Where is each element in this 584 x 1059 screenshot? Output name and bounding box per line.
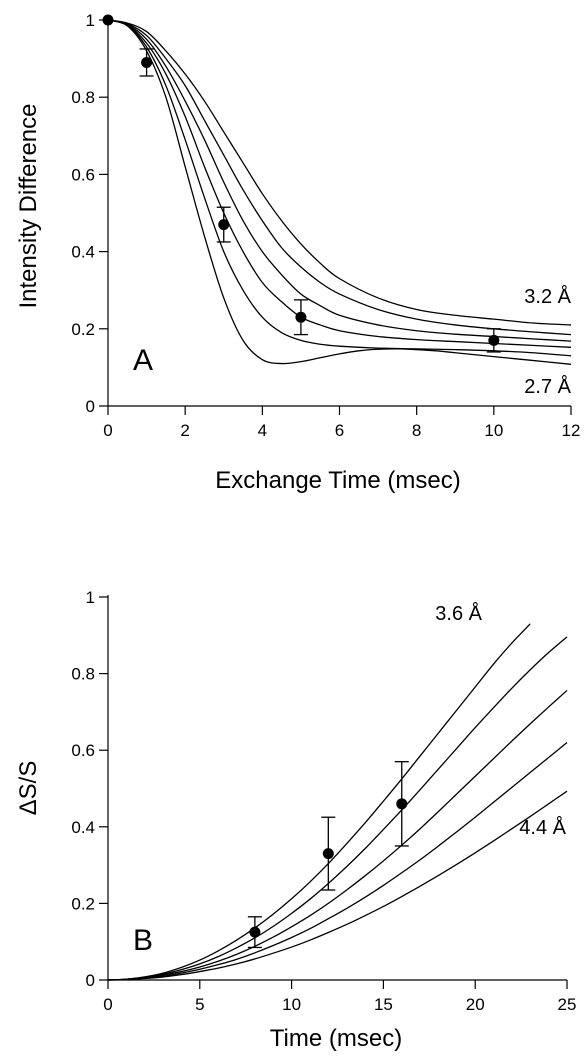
y-tick-label: 0.4 — [71, 818, 95, 837]
y-tick-label: 0.6 — [71, 165, 95, 184]
panel-a: Intensity Difference Exchange Time (msec… — [15, 104, 572, 495]
y-tick-label: 0.6 — [71, 741, 95, 760]
x-tick-label: 25 — [558, 995, 577, 1014]
x-tick-label: 2 — [180, 421, 189, 440]
series-line-2 — [107, 19, 572, 348]
x-tick-label: 10 — [282, 995, 301, 1014]
y-tick-label: 0 — [86, 971, 95, 990]
x-tick-label: 12 — [562, 421, 581, 440]
x-tick-label: 20 — [466, 995, 485, 1014]
x-tick-label: 10 — [484, 421, 503, 440]
series-line-3 — [107, 19, 572, 342]
panel-b-curve-label-top: 3.6 Å — [435, 602, 482, 625]
plot-area-1: 00.20.40.60.810 5 10 15 20 25 — [71, 588, 576, 1014]
y-tick-label: 1 — [86, 11, 95, 30]
series-line-4 — [107, 790, 568, 981]
panel-a-label: A — [133, 344, 153, 377]
panel-b-x-axis-title: Time (msec) — [270, 1025, 402, 1052]
data-point — [295, 311, 307, 323]
y-tick-label: 0.8 — [71, 88, 95, 107]
y-tick-label: 0 — [86, 397, 95, 416]
panel-b-curve-label-lower: 4.4 Å — [519, 816, 566, 839]
data-point — [218, 219, 230, 231]
x-tick-label: 0 — [103, 421, 112, 440]
series-line-2 — [107, 689, 568, 981]
series-line-0 — [107, 623, 531, 981]
x-tick-label: 0 — [103, 995, 112, 1014]
y-tick-label: 0.2 — [71, 320, 95, 339]
plot-area-0: 00.20.40.60.810 2 4 6 8 10 12 — [71, 11, 580, 440]
data-point — [102, 14, 114, 26]
data-point — [141, 56, 153, 68]
panel-b: ΔS/S Time (msec) B 3.6 Å 4.4 Å — [15, 602, 567, 1052]
data-point — [249, 926, 261, 938]
panel-b-y-axis-title: ΔS/S — [15, 761, 42, 816]
y-tick-label: 1 — [86, 588, 95, 607]
series-line-5 — [107, 19, 572, 326]
series-line-0 — [107, 19, 572, 365]
x-tick-label: 8 — [412, 421, 421, 440]
panel-a-curve-label-lower: 2.7 Å — [524, 375, 571, 398]
series-line-1 — [107, 19, 572, 357]
series-line-4 — [107, 19, 572, 336]
y-tick-label: 0.4 — [71, 243, 95, 262]
x-tick-label: 4 — [258, 421, 267, 440]
series-line-1 — [107, 636, 568, 981]
panel-a-y-axis-title: Intensity Difference — [15, 104, 42, 309]
data-point — [322, 848, 334, 860]
data-point — [488, 334, 500, 346]
panel-a-curve-label-upper: 3.2 Å — [524, 285, 571, 308]
x-tick-label: 15 — [374, 995, 393, 1014]
x-tick-label: 5 — [195, 995, 204, 1014]
series-line-3 — [107, 742, 568, 981]
data-point — [396, 798, 408, 810]
x-tick-label: 6 — [335, 421, 344, 440]
y-tick-label: 0.8 — [71, 665, 95, 684]
panel-a-x-axis-title: Exchange Time (msec) — [215, 467, 460, 494]
panel-b-label: B — [133, 924, 153, 957]
y-tick-label: 0.2 — [71, 894, 95, 913]
